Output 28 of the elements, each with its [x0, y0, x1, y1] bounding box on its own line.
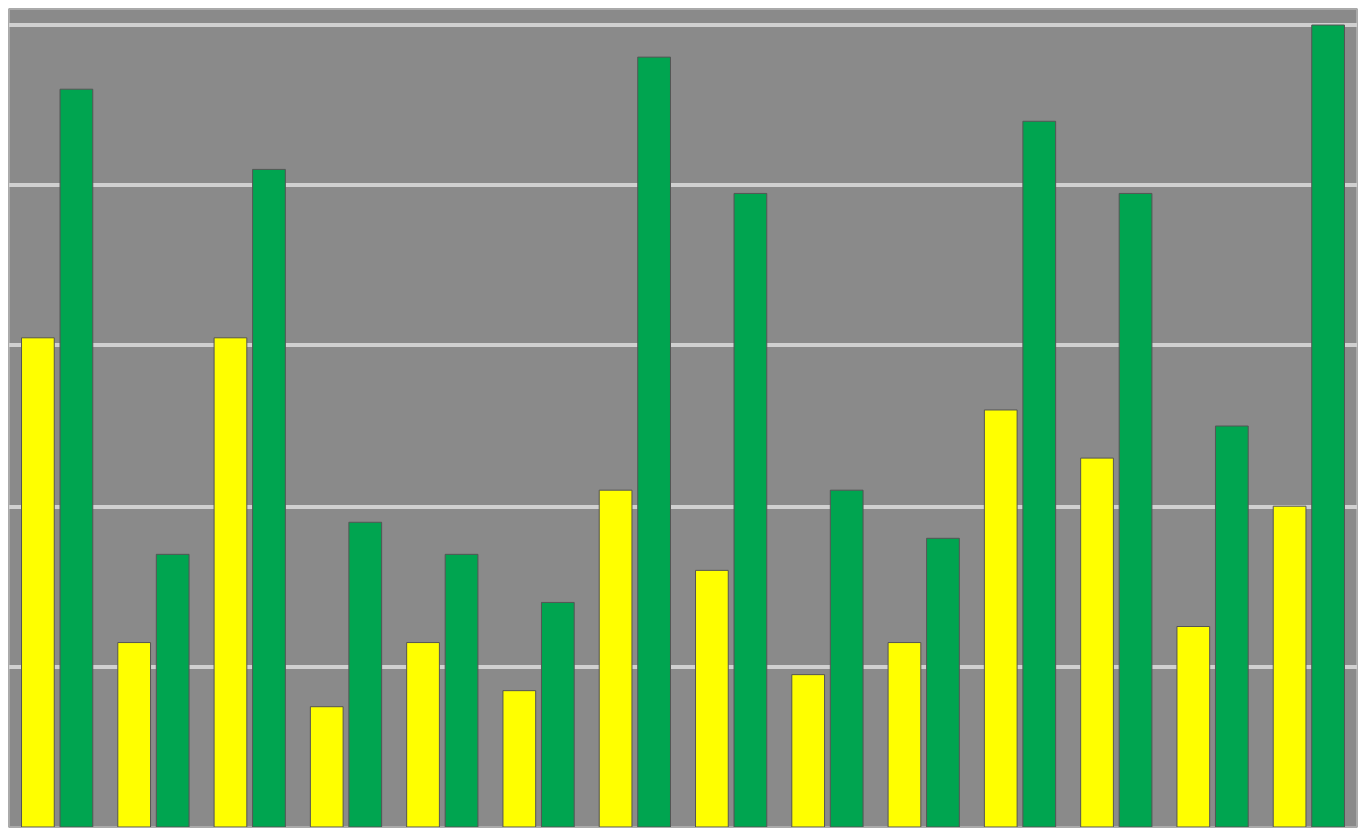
bar	[1214, 425, 1249, 827]
bar	[733, 192, 768, 827]
bar	[829, 489, 864, 827]
bar	[540, 601, 575, 827]
bar	[21, 337, 55, 827]
bar	[59, 88, 94, 827]
bar	[695, 569, 729, 827]
bar	[155, 553, 190, 827]
bar	[637, 56, 671, 827]
bar	[1272, 505, 1307, 827]
bar	[444, 553, 479, 827]
bar	[983, 409, 1018, 827]
bar	[1080, 457, 1114, 827]
bar	[309, 706, 344, 827]
bar	[252, 168, 286, 827]
bar	[791, 674, 826, 827]
bar	[406, 642, 440, 827]
bar	[117, 642, 152, 827]
bar	[348, 521, 383, 827]
bar	[502, 690, 537, 827]
bar	[1311, 24, 1345, 827]
bar	[887, 642, 922, 827]
bar	[926, 537, 960, 827]
bar	[1176, 626, 1211, 827]
bar	[213, 337, 248, 827]
bar	[1118, 192, 1153, 827]
bar	[598, 489, 633, 827]
bar	[1022, 120, 1057, 827]
